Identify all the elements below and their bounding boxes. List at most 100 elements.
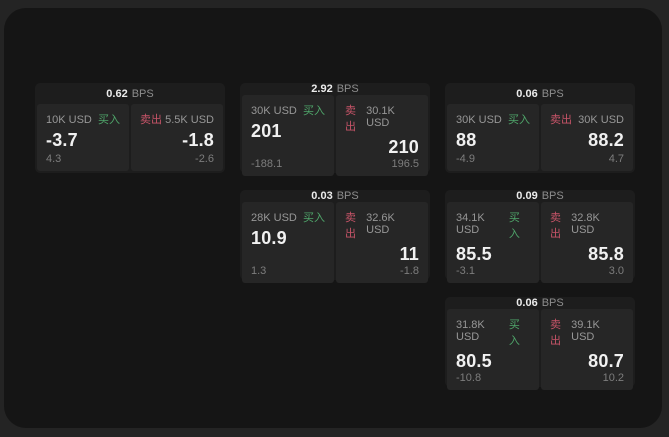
bps-value: 0.09 [516,190,538,202]
sell-price: 210 [388,137,419,157]
buy-size-label: 30K USD [251,105,297,117]
buy-tile-header: 30K USD 买入 [456,111,530,127]
bps-value: 2.92 [311,83,333,95]
sell-side-label: 卖出 [140,114,162,126]
buy-size-label: 30K USD [456,114,502,126]
main-panel: 0.62 BPS 10K USD 买入 -3.7 4.3 卖出 5.5K USD… [4,8,662,428]
sell-tile-header: 卖出 32.6K USD [345,209,419,241]
sell-quote-tile[interactable]: 卖出 39.1K USD 80.7 10.2 [541,309,633,390]
sell-side-label: 卖出 [550,212,561,240]
buy-quote-tile[interactable]: 34.1K USD 买入 85.5 -3.1 [447,202,539,283]
sell-side-label: 卖出 [550,114,572,126]
quote-card: 0.03 BPS 28K USD 买入 10.9 1.3 卖出 32.6K US… [240,190,430,283]
sell-quote-tile[interactable]: 卖出 30K USD 88.2 4.7 [541,104,633,171]
bps-unit-label: BPS [541,297,564,309]
bps-unit-label: BPS [541,190,564,202]
buy-size-label: 31.8K USD [456,319,485,343]
bps-unit-label: BPS [336,83,359,95]
buy-delta: 1.3 [251,265,267,277]
bps-unit-label: BPS [336,190,359,202]
quote-card: 0.06 BPS 30K USD 买入 88 -4.9 卖出 30K USD 8… [445,83,635,173]
sell-size-label: 5.5K USD [165,114,214,126]
buy-side-label: 买入 [508,319,520,347]
bps-header: 0.06 BPS [445,297,635,309]
bps-value: 0.62 [106,87,128,100]
buy-size-label: 28K USD [251,212,297,224]
sell-side-label: 卖出 [550,319,561,347]
buy-delta: -4.9 [456,153,475,165]
buy-price: 201 [251,121,282,141]
buy-price: 88 [456,130,477,150]
sell-delta: -1.8 [400,265,419,277]
cards-grid: 0.62 BPS 10K USD 买入 -3.7 4.3 卖出 5.5K USD… [35,83,635,390]
buy-tile-header: 10K USD 买入 [46,111,120,127]
buy-quote-tile[interactable]: 10K USD 买入 -3.7 4.3 [37,104,129,171]
bps-value: 0.03 [311,190,333,202]
sell-price: 80.7 [588,351,624,371]
quote-card-body: 10K USD 买入 -3.7 4.3 卖出 5.5K USD -1.8 -2.… [35,104,225,173]
quote-card: 2.92 BPS 30K USD 买入 201 -188.1 卖出 30.1K … [240,83,430,176]
sell-quote-tile[interactable]: 卖出 32.6K USD 11 -1.8 [336,202,428,283]
sell-tile-header: 卖出 5.5K USD [140,111,214,127]
bps-unit-label: BPS [541,87,564,100]
bps-header: 2.92 BPS [240,83,430,95]
sell-price: 85.8 [588,244,624,264]
buy-price: 10.9 [251,228,287,248]
quote-card-body: 31.8K USD 买入 80.5 -10.8 卖出 39.1K USD 80.… [445,309,635,392]
sell-size-label: 32.8K USD [571,212,600,236]
quote-card-body: 30K USD 买入 88 -4.9 卖出 30K USD 88.2 4.7 [445,104,635,173]
quote-card-body: 30K USD 买入 201 -188.1 卖出 30.1K USD 210 1… [240,95,430,178]
buy-delta: -188.1 [251,158,283,170]
sell-quote-tile[interactable]: 卖出 5.5K USD -1.8 -2.6 [131,104,223,171]
sell-quote-tile[interactable]: 卖出 32.8K USD 85.8 3.0 [541,202,633,283]
sell-tile-header: 卖出 30K USD [550,111,624,127]
bps-header: 0.06 BPS [445,83,635,104]
quote-card: 0.09 BPS 34.1K USD 买入 85.5 -3.1 卖出 32.8K… [445,190,635,283]
sell-delta: 3.0 [608,265,624,277]
sell-tile-header: 卖出 30.1K USD [345,102,419,134]
quote-card: 0.62 BPS 10K USD 买入 -3.7 4.3 卖出 5.5K USD… [35,83,225,173]
sell-size-label: 30K USD [578,114,624,126]
sell-side-label: 卖出 [345,105,356,133]
sell-size-label: 39.1K USD [571,319,600,343]
buy-size-label: 34.1K USD [456,212,485,236]
quote-card-body: 28K USD 买入 10.9 1.3 卖出 32.6K USD 11 -1.8 [240,202,430,285]
buy-delta: -10.8 [456,372,482,384]
buy-tile-header: 28K USD 买入 [251,209,325,225]
buy-side-label: 买入 [98,114,120,126]
buy-price: 85.5 [456,244,492,264]
sell-delta: 4.7 [608,153,624,165]
bps-header: 0.62 BPS [35,83,225,104]
buy-tile-header: 30K USD 买入 [251,102,325,118]
buy-price: 80.5 [456,351,492,371]
quote-card-body: 34.1K USD 买入 85.5 -3.1 卖出 32.8K USD 85.8… [445,202,635,285]
buy-quote-tile[interactable]: 31.8K USD 买入 80.5 -10.8 [447,309,539,390]
buy-delta: -3.1 [456,265,475,277]
sell-side-label: 卖出 [345,212,356,240]
buy-tile-header: 34.1K USD 买入 [456,209,530,241]
buy-side-label: 买入 [508,114,530,126]
buy-delta: 4.3 [46,153,62,165]
sell-price: 11 [399,244,419,264]
buy-side-label: 买入 [303,212,325,224]
buy-side-label: 买入 [303,105,325,117]
buy-quote-tile[interactable]: 30K USD 买入 88 -4.9 [447,104,539,171]
buy-quote-tile[interactable]: 30K USD 买入 201 -188.1 [242,95,334,176]
sell-size-label: 32.6K USD [366,212,395,236]
bps-header: 0.03 BPS [240,190,430,202]
sell-quote-tile[interactable]: 卖出 30.1K USD 210 196.5 [336,95,428,176]
buy-quote-tile[interactable]: 28K USD 买入 10.9 1.3 [242,202,334,283]
bps-unit-label: BPS [131,87,154,100]
buy-size-label: 10K USD [46,114,92,126]
sell-tile-header: 卖出 39.1K USD [550,316,624,348]
buy-side-label: 买入 [508,212,520,240]
sell-price: -1.8 [182,130,214,150]
bps-value: 0.06 [516,297,538,309]
bps-header: 0.09 BPS [445,190,635,202]
sell-tile-header: 卖出 32.8K USD [550,209,624,241]
buy-price: -3.7 [46,130,78,150]
sell-price: 88.2 [588,130,624,150]
bps-value: 0.06 [516,87,538,100]
sell-delta: 10.2 [602,372,624,384]
sell-delta: 196.5 [391,158,419,170]
